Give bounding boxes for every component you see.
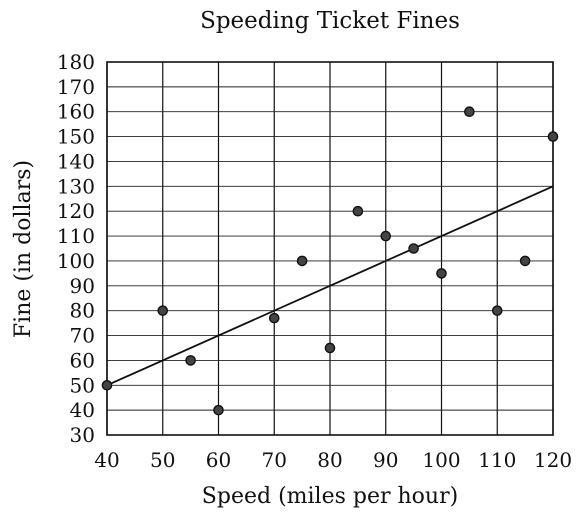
data-point xyxy=(519,255,531,267)
y-tick-label: 70 xyxy=(70,324,95,348)
y-tick-label: 150 xyxy=(57,125,95,149)
x-tick-label: 40 xyxy=(94,448,119,472)
x-tick-label: 120 xyxy=(534,448,572,472)
data-point xyxy=(380,230,392,242)
data-point xyxy=(213,404,224,416)
y-tick-label: 40 xyxy=(70,398,95,422)
data-point xyxy=(547,131,559,142)
x-tick-label: 80 xyxy=(317,448,342,472)
y-tick-label: 60 xyxy=(70,348,95,372)
x-tick-label: 110 xyxy=(478,448,516,472)
data-point xyxy=(352,205,364,217)
data-point xyxy=(408,243,419,254)
data-point xyxy=(436,268,447,279)
x-tick-label: 60 xyxy=(206,448,231,472)
y-tick-label: 110 xyxy=(57,224,95,248)
grid xyxy=(106,61,554,436)
data-point xyxy=(185,355,196,366)
x-tick-label: 70 xyxy=(262,448,287,472)
data-point xyxy=(268,312,280,324)
chart-title: Speeding Ticket Fines xyxy=(200,8,460,34)
y-tick-labels: 3040506070809010011012013014015016017018… xyxy=(57,50,95,447)
y-tick-label: 90 xyxy=(70,274,95,298)
plot-frame xyxy=(106,61,554,436)
y-axis-title: Fine (in dollars) xyxy=(11,160,36,338)
x-tick-label: 90 xyxy=(373,448,398,472)
y-tick-label: 180 xyxy=(57,50,95,74)
y-tick-label: 170 xyxy=(57,75,95,99)
data-point xyxy=(324,342,336,354)
x-tick-label: 50 xyxy=(150,448,175,472)
y-tick-label: 160 xyxy=(57,100,95,124)
data-point xyxy=(157,305,169,316)
y-tick-label: 130 xyxy=(57,174,95,198)
y-tick-label: 100 xyxy=(57,249,95,273)
y-tick-label: 120 xyxy=(57,199,95,223)
trend-line-group xyxy=(106,185,554,387)
y-tick-label: 140 xyxy=(57,149,95,173)
plot-border xyxy=(106,61,554,436)
y-tick-label: 30 xyxy=(70,423,95,447)
data-point xyxy=(296,255,308,267)
data-point xyxy=(101,379,113,391)
y-tick-label: 50 xyxy=(70,373,95,397)
trend-line xyxy=(106,185,554,387)
data-point xyxy=(464,106,475,118)
x-tick-label: 100 xyxy=(422,448,460,472)
x-axis-title: Speed (miles per hour) xyxy=(202,484,458,509)
data-point xyxy=(491,305,503,316)
x-tick-labels: 40 50 60 70 80 90 100 110 120 xyxy=(94,448,572,472)
data-points xyxy=(101,106,559,416)
y-tick-label: 80 xyxy=(70,299,95,323)
